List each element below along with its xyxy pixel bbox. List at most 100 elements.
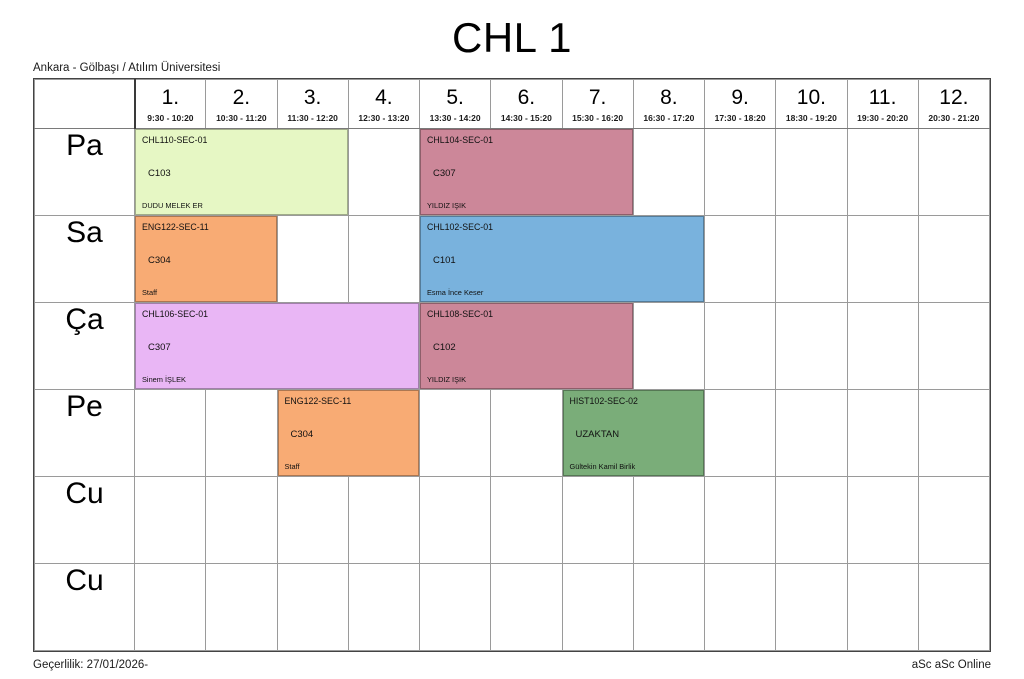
timetable-slot[interactable]	[632, 476, 706, 564]
period-number: 8.	[660, 86, 678, 109]
period-header-12: 12. 20:30 - 21:20	[917, 79, 991, 129]
timetable-slot[interactable]	[846, 128, 919, 216]
timetable-slot[interactable]	[703, 215, 777, 303]
timetable-slot[interactable]	[276, 563, 349, 651]
lesson-block[interactable]: CHL108-SEC-01 C102 YILDIZ IŞIK	[420, 303, 633, 389]
lesson-subject: CHL110-SEC-01	[142, 135, 208, 145]
timetable-slot[interactable]	[205, 563, 278, 651]
timetable-slot[interactable]	[347, 215, 421, 303]
lesson-block[interactable]: CHL110-SEC-01 C103 DUDU MELEK ER	[135, 129, 348, 215]
lesson-block[interactable]: CHL102-SEC-01 C101 Esma İnce Keser	[420, 216, 704, 302]
lesson-subject: ENG122-SEC-11	[284, 396, 352, 406]
timetable-slot[interactable]	[205, 389, 278, 477]
period-header-6: 6. 14:30 - 15:20	[490, 79, 563, 129]
lesson-teacher: Staff	[142, 288, 158, 297]
lesson-cell[interactable]: CHL106-SEC-01 C307 Sinem İŞLEK	[134, 302, 420, 390]
timetable-slot[interactable]	[775, 302, 848, 390]
timetable-slot[interactable]	[775, 215, 848, 303]
timetable-slot[interactable]	[846, 389, 919, 477]
timetable-slot[interactable]	[133, 563, 207, 651]
timetable-slot[interactable]	[490, 389, 563, 477]
timetable-slot[interactable]	[490, 563, 563, 651]
period-header-7: 7. 15:30 - 16:20	[561, 79, 634, 129]
timetable-slot[interactable]	[347, 563, 421, 651]
timetable-slot[interactable]	[846, 563, 919, 651]
timetable-slot[interactable]	[205, 476, 278, 564]
period-time: 18:30 - 19:20	[785, 113, 837, 123]
lesson-block[interactable]: ENG122-SEC-11 C304 Staff	[135, 216, 277, 302]
timetable-row: Cu	[34, 563, 991, 651]
school-subtitle: Ankara - Gölbaşı / Atılım Üniversitesi	[33, 62, 221, 74]
lesson-subject: ENG122-SEC-11	[142, 222, 209, 232]
period-time: 15:30 - 16:20	[572, 113, 624, 123]
timetable-slot[interactable]	[775, 563, 848, 651]
timetable-slot[interactable]	[418, 563, 492, 651]
lesson-room: C307	[148, 342, 171, 353]
period-header-5: 5. 13:30 - 14:20	[418, 79, 492, 129]
timetable-row: Pe ENG122-SEC-11 C304 Staff HIST102-SEC-02 UZ…	[34, 389, 991, 477]
timetable-slot[interactable]	[632, 302, 706, 390]
period-header-1: 1. 9:30 - 10:20	[133, 79, 207, 129]
timetable-slot[interactable]	[703, 476, 777, 564]
timetable-slot[interactable]	[846, 476, 919, 564]
period-number: 9.	[731, 86, 749, 109]
lesson-cell[interactable]: CHL104-SEC-01 C307 YILDIZ IŞIK	[419, 128, 634, 216]
lesson-cell[interactable]: ENG122-SEC-11 C304 Staff	[276, 389, 420, 477]
timetable-slot[interactable]	[917, 128, 991, 216]
period-number: 5.	[446, 86, 464, 109]
lesson-block[interactable]: CHL106-SEC-01 C307 Sinem İŞLEK	[135, 303, 419, 389]
lesson-subject: CHL104-SEC-01	[427, 135, 494, 145]
lesson-block[interactable]: ENG122-SEC-11 C304 Staff	[277, 390, 419, 476]
timetable-slot[interactable]	[775, 389, 848, 477]
timetable-slot[interactable]	[632, 563, 706, 651]
timetable-slot[interactable]	[703, 128, 777, 216]
lesson-teacher: DUDU MELEK ER	[142, 201, 203, 210]
lesson-room: C103	[148, 168, 171, 179]
timetable-slot[interactable]	[418, 476, 492, 564]
timetable-slot[interactable]	[703, 563, 777, 651]
timetable-slot[interactable]	[846, 215, 919, 303]
lesson-cell[interactable]: CHL102-SEC-01 C101 Esma İnce Keser	[419, 215, 705, 303]
lesson-room: C102	[433, 342, 456, 353]
lesson-block[interactable]: HIST102-SEC-02 UZAKTAN Gültekin Kamil Birl…	[562, 390, 704, 476]
lesson-subject: CHL106-SEC-01	[142, 309, 209, 319]
period-time: 12:30 - 13:20	[358, 113, 410, 123]
timetable-slot[interactable]	[917, 476, 991, 564]
timetable-slot[interactable]	[133, 476, 207, 564]
timetable-slot[interactable]	[276, 476, 349, 564]
timetable-row: Cu	[34, 476, 991, 564]
timetable-slot[interactable]	[917, 302, 991, 390]
lesson-cell[interactable]: HIST102-SEC-02 UZAKTAN Gültekin Kamil Birl…	[561, 389, 705, 477]
timetable-slot[interactable]	[561, 476, 634, 564]
timetable-slot[interactable]	[917, 389, 991, 477]
timetable-slot[interactable]	[490, 476, 563, 564]
timetable-slot[interactable]	[917, 563, 991, 651]
timetable-slot[interactable]	[703, 389, 777, 477]
period-time: 20:30 - 21:20	[928, 113, 980, 123]
timetable-slot[interactable]	[133, 389, 207, 477]
period-time: 19:30 - 20:20	[857, 113, 909, 123]
day-label-cell: Pa	[34, 128, 135, 216]
timetable-slot[interactable]	[775, 128, 848, 216]
timetable-slot[interactable]	[632, 128, 706, 216]
lesson-cell[interactable]: ENG122-SEC-11 C304 Staff	[134, 215, 278, 303]
timetable-slot[interactable]	[418, 389, 492, 477]
day-label: Pe	[66, 390, 103, 423]
timetable-slot[interactable]	[347, 128, 421, 216]
period-number: 7.	[588, 86, 607, 109]
lesson-cell[interactable]: CHL108-SEC-01 C102 YILDIZ IŞIK	[419, 302, 634, 390]
timetable-slot[interactable]	[703, 302, 777, 390]
period-number: 4.	[375, 86, 393, 109]
lesson-block[interactable]: CHL104-SEC-01 C307 YILDIZ IŞIK	[420, 129, 633, 215]
lesson-cell[interactable]: CHL110-SEC-01 C103 DUDU MELEK ER	[134, 128, 349, 216]
day-label: Pa	[66, 129, 103, 162]
timetable-slot[interactable]	[917, 215, 991, 303]
timetable-slot[interactable]	[846, 302, 919, 390]
day-label: Cu	[65, 477, 104, 510]
period-time: 14:30 - 15:20	[500, 113, 552, 123]
timetable-slot[interactable]	[276, 215, 349, 303]
lesson-teacher: Sinem İŞLEK	[142, 375, 186, 384]
timetable-slot[interactable]	[561, 563, 634, 651]
timetable-slot[interactable]	[775, 476, 848, 564]
timetable-slot[interactable]	[347, 476, 421, 564]
